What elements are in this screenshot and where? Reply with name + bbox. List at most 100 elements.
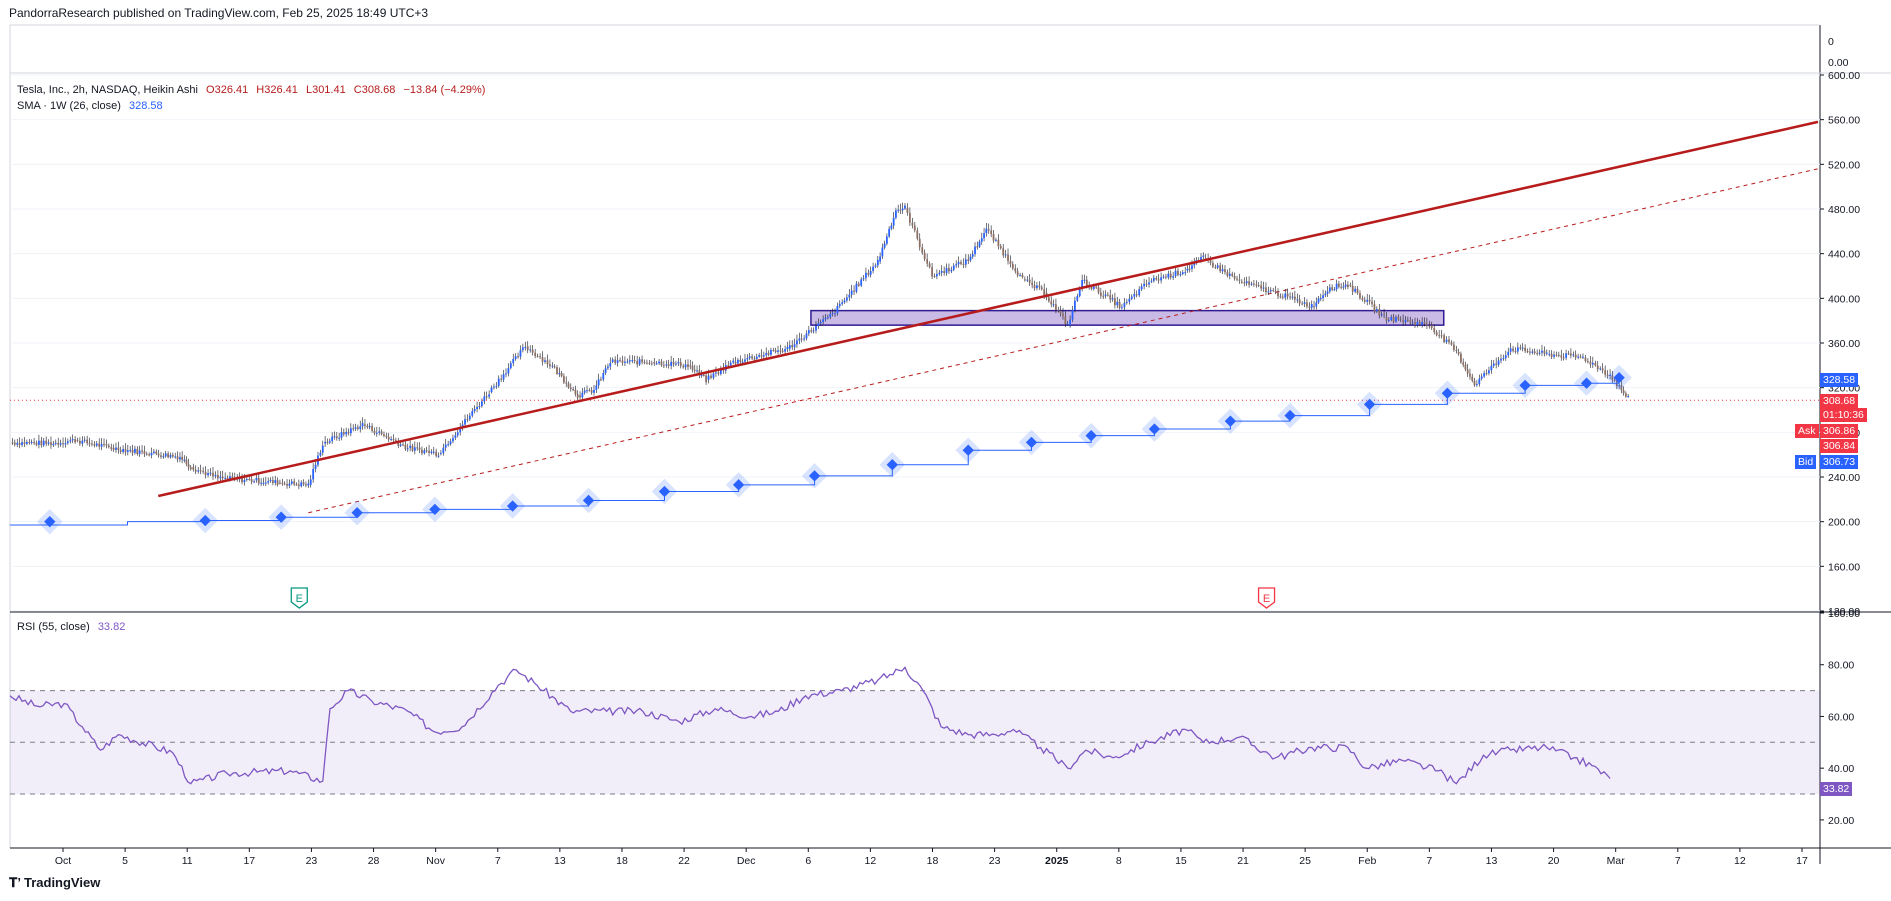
candle xyxy=(544,360,546,362)
candle xyxy=(397,441,400,446)
candle xyxy=(1078,288,1081,297)
candle xyxy=(305,484,307,486)
candle xyxy=(69,440,72,442)
candle xyxy=(1145,283,1148,285)
candle xyxy=(1565,353,1567,358)
candle xyxy=(960,262,962,264)
candle xyxy=(1397,317,1400,320)
candle xyxy=(1387,319,1390,321)
candle xyxy=(394,440,397,442)
candle xyxy=(449,441,452,445)
x-tick-label: 12 xyxy=(865,855,877,867)
candle xyxy=(1492,363,1495,366)
candle xyxy=(1133,294,1136,297)
candle xyxy=(1260,285,1263,289)
candle xyxy=(1625,393,1627,397)
candle xyxy=(563,376,565,383)
candle xyxy=(229,476,231,480)
candle xyxy=(1181,272,1184,275)
tradingview-logo[interactable]: 𝐓’ TradingView xyxy=(9,875,100,891)
candle xyxy=(347,432,350,434)
candle xyxy=(444,444,447,448)
candle xyxy=(1033,285,1036,289)
x-tick-label: 22 xyxy=(678,855,690,867)
candle xyxy=(1236,278,1238,280)
candle xyxy=(1226,272,1229,276)
candle xyxy=(980,238,983,242)
candle xyxy=(1257,285,1260,287)
candle xyxy=(42,440,45,446)
candle xyxy=(25,441,28,444)
candle xyxy=(650,363,653,365)
candle xyxy=(162,456,165,458)
candle xyxy=(997,239,1000,247)
candle xyxy=(202,470,205,472)
candle xyxy=(250,479,253,482)
candle xyxy=(112,447,115,450)
candle xyxy=(1011,264,1014,269)
candle xyxy=(1298,299,1301,304)
candle xyxy=(74,439,76,443)
candle xyxy=(66,441,69,444)
candle xyxy=(691,365,694,370)
candle xyxy=(1250,283,1253,285)
candle xyxy=(819,322,822,324)
candle xyxy=(727,365,730,367)
rsi-label: RSI (55, close) xyxy=(17,621,90,633)
candle xyxy=(333,436,336,438)
symbol-title: Tesla, Inc., 2h, NASDAQ, Heikin Ashi xyxy=(17,84,198,96)
candle xyxy=(696,370,698,372)
candle xyxy=(1052,304,1055,306)
candle xyxy=(1553,354,1555,357)
candle xyxy=(1021,274,1024,278)
candle xyxy=(279,482,281,484)
candle xyxy=(416,447,419,449)
candle xyxy=(1373,304,1376,312)
candle xyxy=(1116,301,1119,306)
candle xyxy=(217,474,219,479)
candle xyxy=(131,449,134,453)
candle xyxy=(549,364,551,367)
candle xyxy=(1028,279,1031,283)
candle xyxy=(219,476,222,479)
candle xyxy=(646,362,648,364)
candle xyxy=(442,447,445,454)
candle xyxy=(753,358,756,360)
candle xyxy=(602,372,605,380)
candle xyxy=(590,390,593,393)
candle xyxy=(1543,350,1546,354)
candle xyxy=(715,372,717,374)
candle xyxy=(817,323,820,326)
candle xyxy=(212,472,214,477)
candle xyxy=(1071,310,1074,320)
candle xyxy=(1536,352,1539,354)
symbol-legend[interactable]: Tesla, Inc., 2h, NASDAQ, Heikin Ashi O32… xyxy=(17,84,490,96)
candle xyxy=(171,454,174,457)
candle xyxy=(1152,277,1155,281)
candle xyxy=(1411,322,1414,324)
candle xyxy=(831,312,834,314)
rsi-legend[interactable]: RSI (55, close) 33.82 xyxy=(17,621,130,633)
candle xyxy=(786,346,789,350)
candle xyxy=(1416,321,1419,326)
sma-value: 328.58 xyxy=(128,100,163,112)
candle xyxy=(702,374,705,376)
candle xyxy=(1475,384,1478,386)
candle xyxy=(1488,370,1490,374)
candle xyxy=(867,272,870,275)
x-tick-label: 18 xyxy=(616,855,628,867)
sma-legend[interactable]: SMA · 1W (26, close) 328.58 xyxy=(17,100,168,112)
candle xyxy=(253,481,255,483)
candle xyxy=(1371,301,1373,305)
candle xyxy=(762,355,765,357)
candle xyxy=(1143,283,1146,287)
candle xyxy=(660,361,663,366)
candle xyxy=(865,272,867,279)
candle xyxy=(1435,332,1438,336)
candle xyxy=(1622,390,1625,394)
candle xyxy=(157,453,160,456)
candle xyxy=(1378,309,1381,316)
candle xyxy=(1315,302,1318,307)
candle xyxy=(899,209,902,211)
